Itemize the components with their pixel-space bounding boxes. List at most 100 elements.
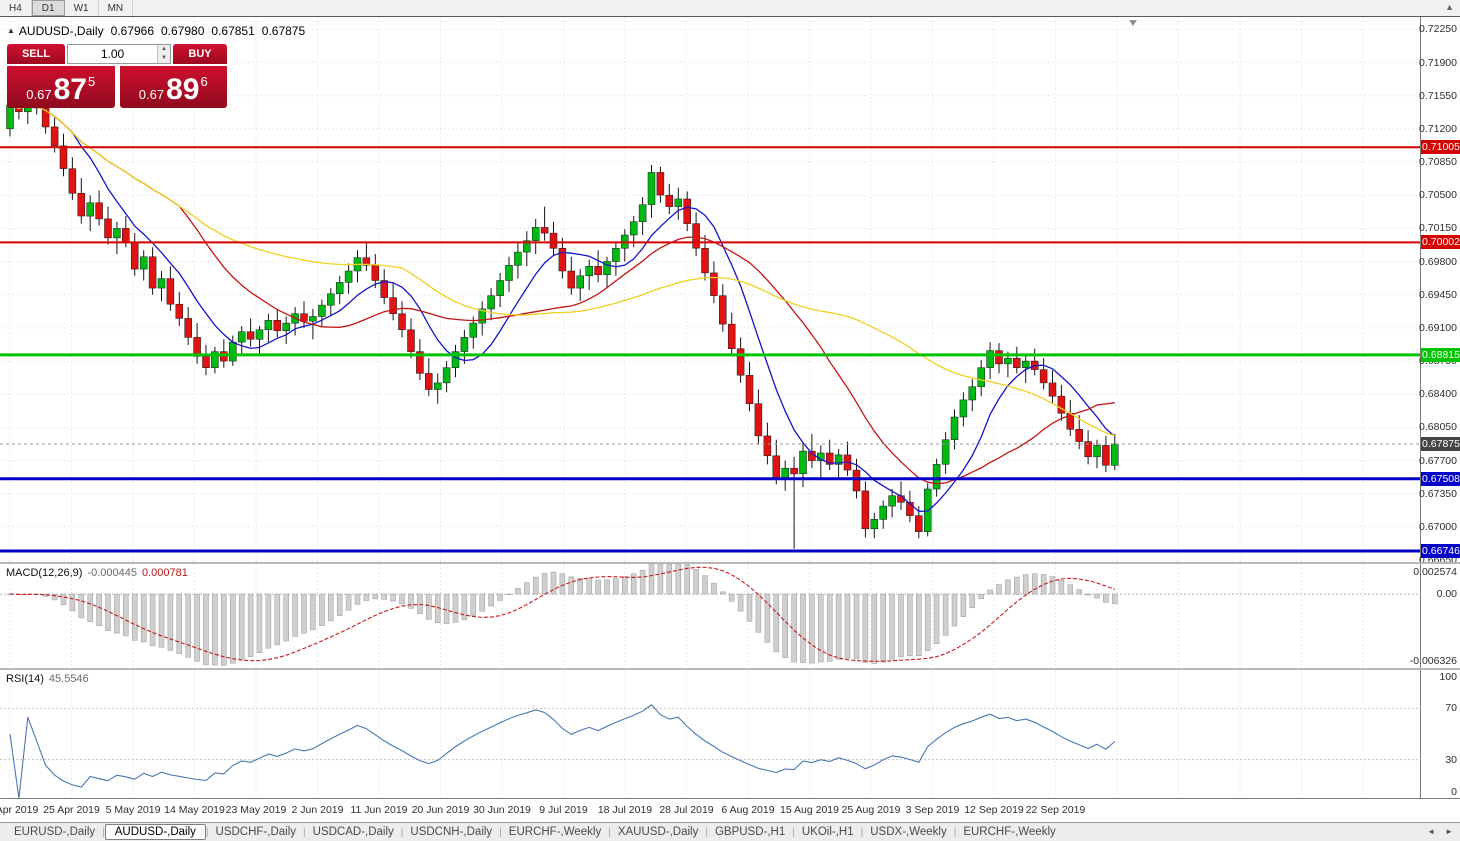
date-tick-label: 9 Jul 2019	[539, 804, 588, 816]
tab-separator: |	[303, 826, 306, 838]
chart-title: AUDUSD-,Daily	[18, 24, 104, 38]
chart-tab-2[interactable]: USDCHF-,Daily	[215, 826, 297, 838]
chart-ohlc-header: ▲ AUDUSD-,Daily 0.67966 0.67980 0.67851 0.678…	[7, 24, 305, 38]
hline-price-badge: 0.66746	[1421, 544, 1460, 558]
date-tick-label: 22 Sep 2019	[1025, 804, 1086, 816]
macd-main-value: -0.000445	[87, 567, 137, 579]
chart-tab-8[interactable]: UKOil-,H1	[801, 826, 854, 838]
chart-tab-3[interactable]: USDCAD-,Daily	[312, 826, 394, 838]
chart-shift-marker[interactable]	[1129, 20, 1137, 26]
rsi-scale-label: 0	[1451, 786, 1457, 798]
price-tick-label: 0.67000	[1419, 520, 1457, 533]
buy-button[interactable]: BUY	[173, 44, 227, 64]
sell-pips: 87	[53, 73, 87, 106]
tab-separator: |	[499, 826, 502, 838]
timeframe-button-w1[interactable]: W1	[65, 0, 99, 16]
tab-separator: |	[608, 826, 611, 838]
ohlc-low: 0.67851	[211, 24, 255, 38]
chart-tab-7[interactable]: GBPUSD-,H1	[714, 826, 786, 838]
ohlc-high: 0.67980	[161, 24, 205, 38]
macd-signal-value: 0.000781	[141, 567, 188, 579]
macd-label: MACD(12,26,9) -0.000445 0.000781	[6, 567, 188, 579]
tab-scroll-left-icon[interactable]: ◄	[1427, 827, 1436, 836]
price-tick-label: 0.68050	[1419, 421, 1457, 434]
price-chart-pane[interactable]	[0, 17, 1420, 562]
price-tick-label: 0.70500	[1419, 189, 1457, 202]
hline-price-badge: 0.70002	[1421, 235, 1460, 250]
rsi-scale-label: 70	[1445, 702, 1457, 715]
date-tick-label: 25 Apr 2019	[43, 804, 100, 816]
price-tick-label: 0.67700	[1419, 454, 1457, 467]
timeframe-toolbar: H4 D1 W1 MN ▲	[0, 0, 1460, 17]
ohlc-close: 0.67875	[261, 24, 306, 38]
date-tick-label: 3 Sep 2019	[905, 804, 960, 816]
price-tick-label: 0.71550	[1419, 89, 1457, 102]
ohlc-open: 0.67966	[110, 24, 154, 38]
price-tick-label: 0.69800	[1419, 255, 1457, 268]
chart-tab-6[interactable]: XAUUSD-,Daily	[617, 826, 699, 838]
chart-tab-4[interactable]: USDCNH-,Daily	[410, 826, 493, 838]
volume-increase-icon[interactable]: ▲	[158, 45, 170, 54]
sell-price-button[interactable]: 0.67 87 5	[7, 66, 115, 108]
date-tick-label: 25 Aug 2019	[841, 804, 901, 816]
rsi-value: 45.5546	[48, 673, 89, 685]
date-tick-label: 20 Jun 2019	[411, 804, 470, 816]
timeframe-button-mn[interactable]: MN	[99, 0, 134, 16]
one-click-panel-expander-icon[interactable]: ▲	[7, 26, 15, 35]
hline-price-badge: 0.68815	[1421, 347, 1460, 362]
pane-resize-handle-macd[interactable]	[0, 562, 1460, 564]
buy-big-figure: 0.67	[138, 87, 165, 102]
date-tick-label: 12 Sep 2019	[964, 804, 1024, 816]
hline-price-badge: 0.67508	[1421, 471, 1460, 486]
tab-separator: |	[400, 826, 404, 838]
price-tick-label: 0.69100	[1419, 321, 1457, 334]
hline-price-badge: 0.71005	[1421, 140, 1460, 155]
macd-canvas[interactable]	[0, 564, 1420, 668]
toolbar-caret-icon[interactable]: ▲	[1445, 2, 1454, 12]
rsi-canvas[interactable]	[0, 670, 1420, 798]
chart-tab-10[interactable]: EURCHF-,Weekly	[963, 826, 1056, 838]
date-tick-label: 11 Jun 2019	[350, 804, 408, 816]
sell-button[interactable]: SELL	[7, 44, 65, 64]
price-tick-label: 0.71900	[1419, 56, 1457, 69]
tab-separator: |	[705, 826, 708, 838]
date-tick-label: 18 Jul 2019	[597, 804, 653, 816]
tab-scroll-right-icon[interactable]: ►	[1445, 827, 1453, 836]
price-scale[interactable]: 0.72250 0.71900 0.71550 0.71200 0.70850 0.705…	[1410, 17, 1460, 798]
date-tick-label: 14 May 2019	[164, 804, 225, 816]
one-click-trading-panel: SELL ▲ ▼ BUY 0.67 87 5 0.67 89 6	[7, 44, 227, 108]
timeframe-button-h4[interactable]: H4	[0, 0, 32, 16]
date-tick-label: 15 Apr 2019	[0, 804, 39, 816]
macd-indicator-pane[interactable]	[0, 564, 1420, 668]
date-tick-label: 23 May 2019	[225, 804, 287, 816]
chart-tab-9[interactable]: USDX-,Weekly	[870, 826, 947, 838]
price-tick-label: 0.71200	[1419, 122, 1457, 135]
buy-pips: 89	[166, 73, 200, 106]
tab-separator: |	[860, 826, 864, 838]
price-tick-label: 0.69450	[1419, 288, 1457, 301]
rsi-indicator-pane[interactable]	[0, 670, 1420, 798]
pane-resize-handle-rsi[interactable]	[0, 668, 1460, 670]
rsi-scale-label: 30	[1445, 753, 1457, 766]
chart-tab-0[interactable]: EURUSD-,Daily	[14, 826, 96, 838]
buy-pipette: 6	[200, 74, 208, 89]
bid-price-badge: 0.67875	[1421, 437, 1460, 451]
tab-separator: |	[953, 826, 957, 838]
tab-separator: |	[205, 826, 209, 838]
volume-input[interactable]	[68, 47, 157, 61]
chart-tab-5[interactable]: EURCHF-,Weekly	[508, 826, 602, 838]
price-tick-label: 0.72250	[1419, 23, 1457, 36]
macd-scale-zero: 0.00	[1436, 588, 1457, 601]
sell-pipette: 5	[87, 74, 96, 89]
date-tick-label: 15 Aug 2019	[780, 804, 839, 816]
buy-price-button[interactable]: 0.67 89 6	[119, 66, 227, 108]
price-tick-label: 0.70150	[1419, 222, 1457, 235]
tab-separator: |	[792, 826, 795, 838]
timeframe-button-d1[interactable]: D1	[31, 0, 65, 16]
date-tick-label: 2 Jun 2019	[291, 804, 344, 816]
date-tick-label: 30 Jun 2019	[473, 804, 531, 816]
chart-tab-1[interactable]: AUDUSD-,Daily	[104, 824, 206, 840]
volume-box: ▲ ▼	[67, 44, 171, 64]
volume-decrease-icon[interactable]: ▼	[158, 54, 170, 63]
